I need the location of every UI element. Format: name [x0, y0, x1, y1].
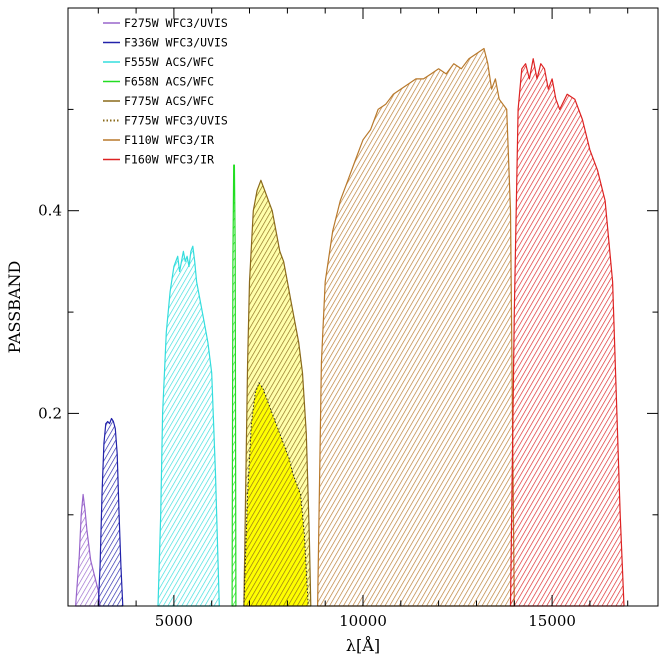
legend-label: F775W ACS/WFC: [124, 94, 214, 108]
x-axis-title: λ[Å]: [346, 635, 380, 655]
legend-label: F275W WFC3/UVIS: [124, 16, 228, 30]
f658n-acs-wfc-area: [231, 164, 237, 607]
legend-item: F775W WFC3/UVIS: [103, 114, 228, 128]
legend-label: F775W WFC3/UVIS: [124, 114, 228, 128]
x-tick-label: 10000: [339, 612, 387, 630]
f336w-wfc3-uvis-area: [97, 417, 124, 607]
legend-item: F555W ACS/WFC: [103, 55, 214, 69]
legend-item: F275W WFC3/UVIS: [103, 16, 228, 30]
series-layer: [75, 47, 625, 607]
axis-ticks: 5000 10000 15000 0.2 0.4: [38, 7, 658, 630]
legend-item: F775W ACS/WFC: [103, 94, 214, 108]
legend-item: F110W WFC3/IR: [103, 133, 214, 147]
legend-label: F160W WFC3/IR: [124, 153, 214, 167]
y-axis-title: PASSBAND: [5, 261, 24, 354]
legend-item: F336W WFC3/UVIS: [103, 36, 228, 50]
f110w-wfc3-ir-area: [317, 47, 515, 607]
legend-item: F658N ACS/WFC: [103, 75, 214, 89]
f275w-wfc3-uvis-area: [75, 493, 101, 607]
f160w-wfc3-ir-area: [509, 58, 625, 607]
f555w-acs-wfc-area: [157, 245, 220, 607]
legend-label: F110W WFC3/IR: [124, 133, 214, 147]
f775w-acs-wfc-area: [243, 179, 312, 607]
x-tick-label: 15000: [528, 612, 576, 630]
legend-label: F658N ACS/WFC: [124, 75, 214, 89]
legend: F275W WFC3/UVIS F336W WFC3/UVIS F555W ACS/…: [103, 16, 228, 167]
y-tick-label: 0.2: [38, 404, 62, 422]
legend-label: F555W ACS/WFC: [124, 55, 214, 69]
legend-item: F160W WFC3/IR: [103, 153, 214, 167]
y-tick-label: 0.4: [38, 202, 62, 220]
legend-label: F336W WFC3/UVIS: [124, 36, 228, 50]
x-tick-label: 5000: [155, 612, 193, 630]
